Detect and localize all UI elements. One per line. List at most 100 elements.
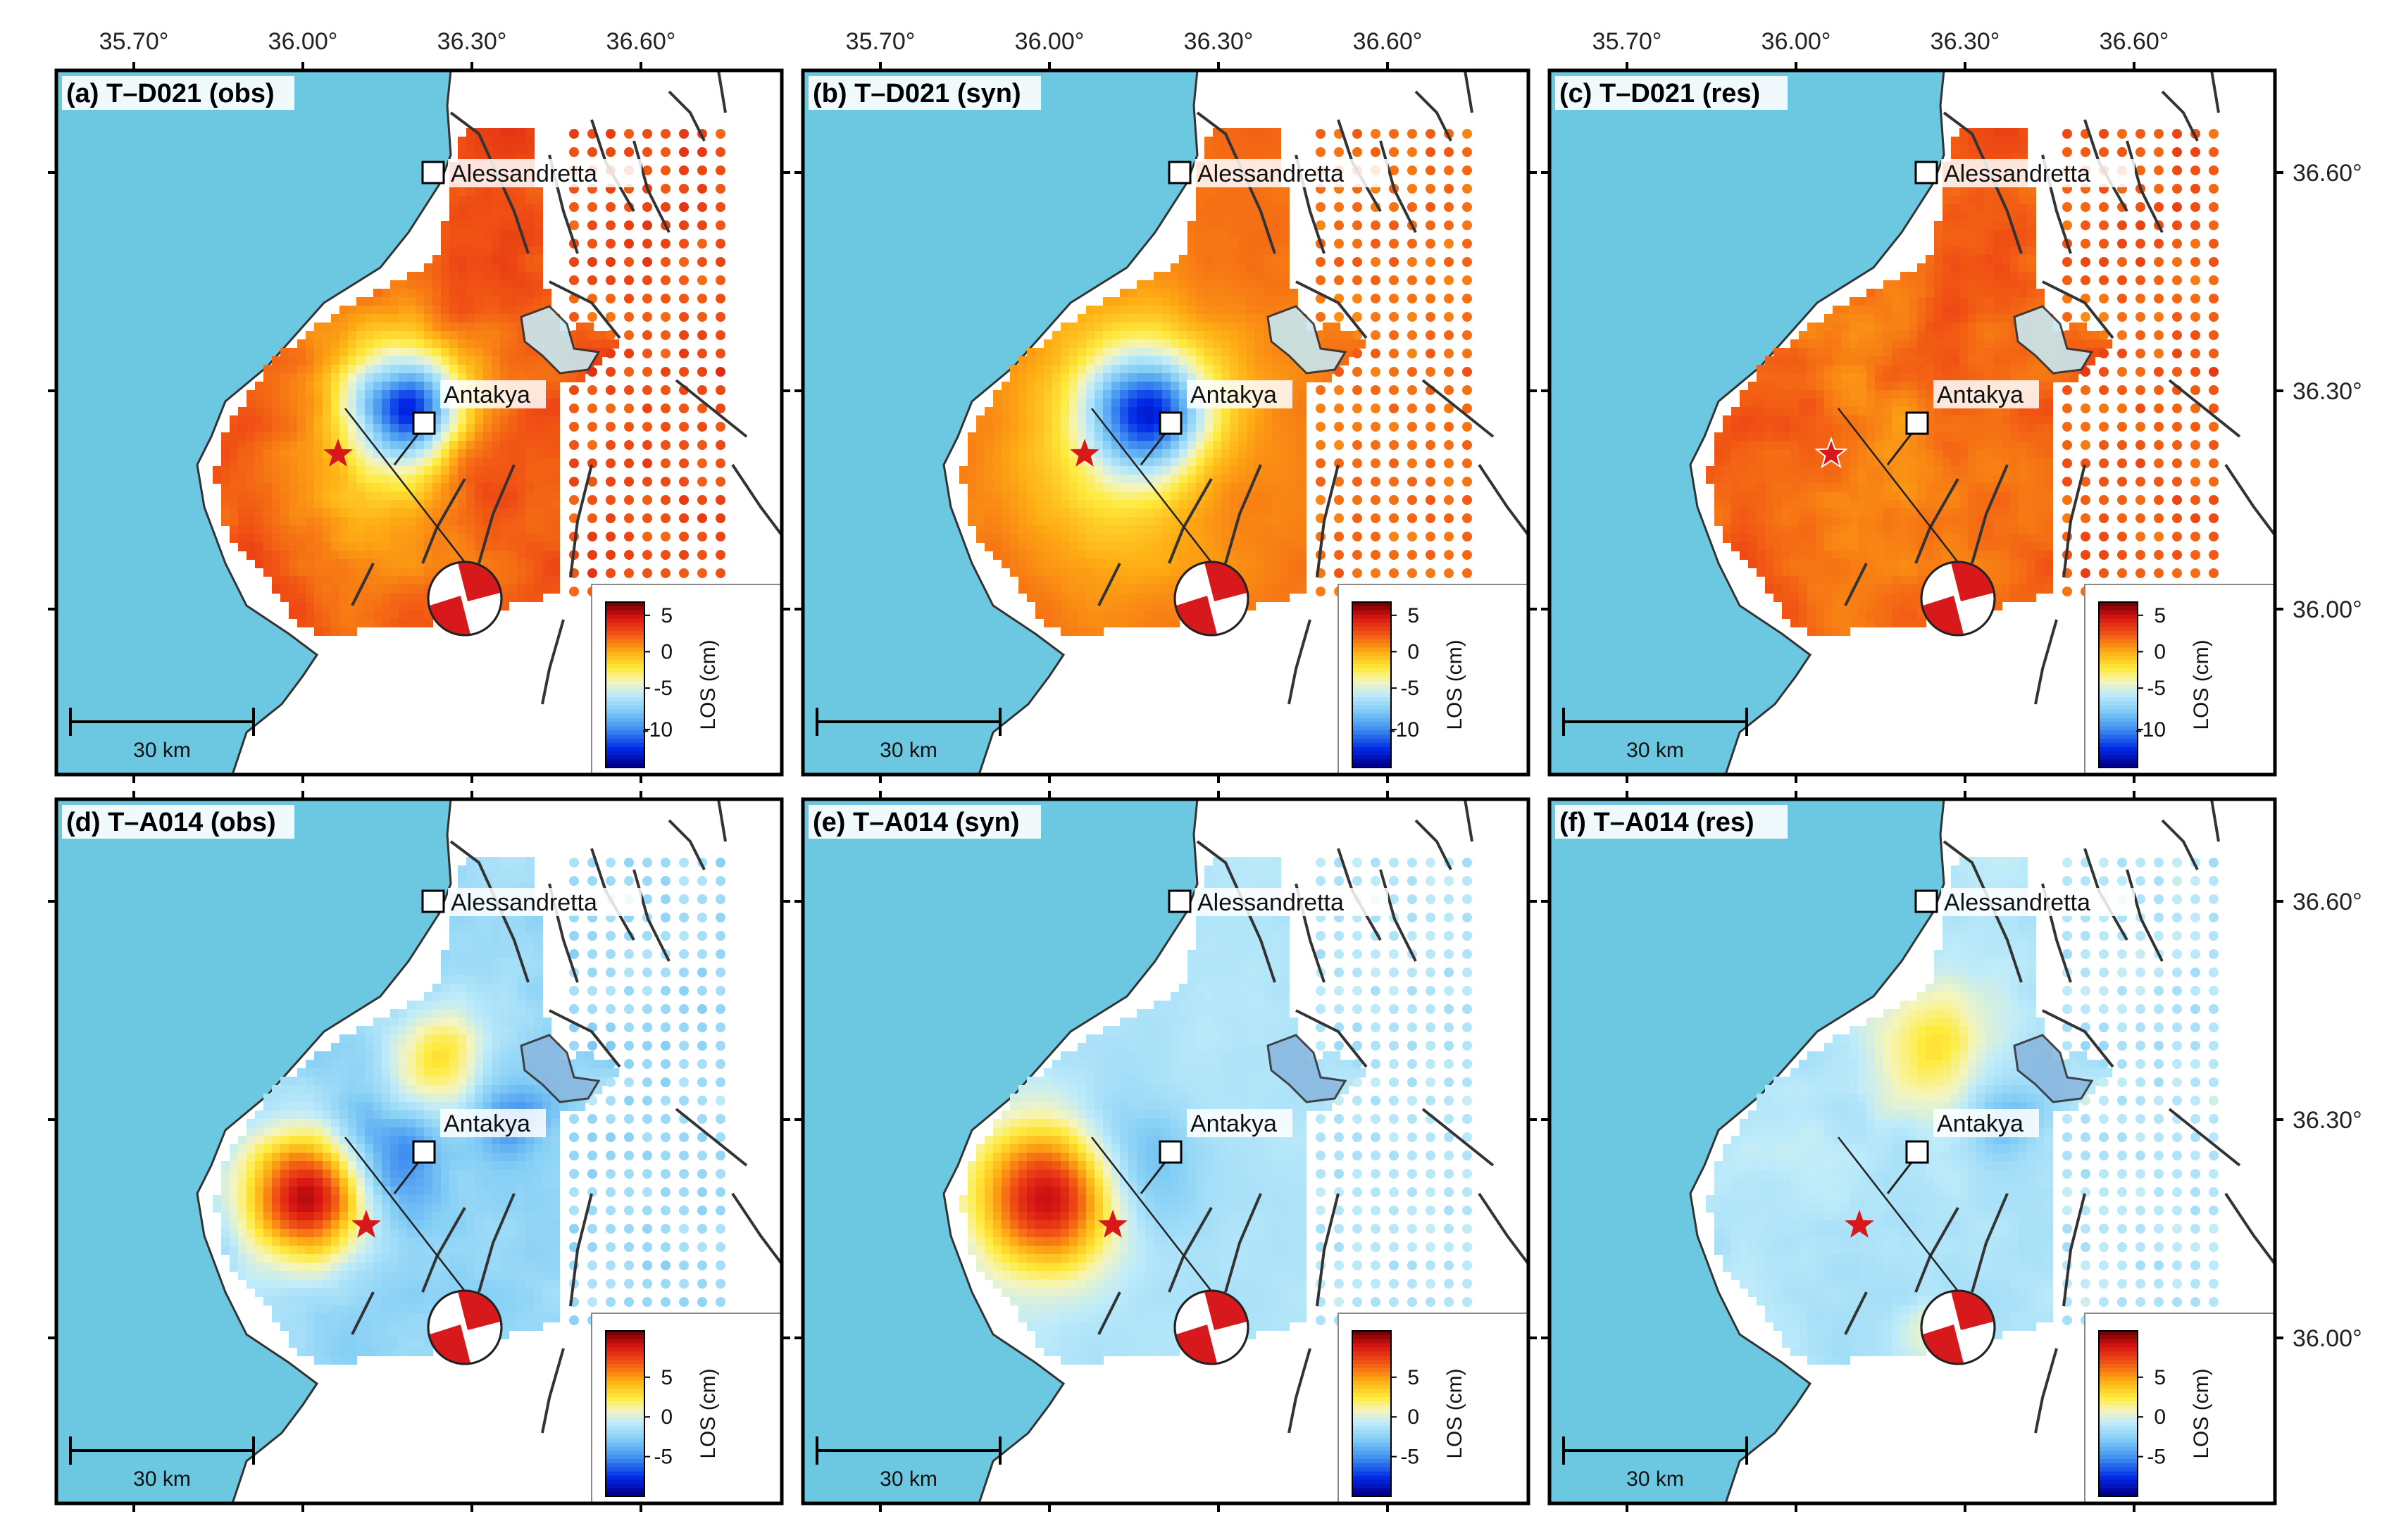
insar-pixel (1128, 365, 1137, 374)
insar-sparse-point (1426, 165, 1435, 175)
insar-pixel (1850, 475, 1859, 484)
insar-pixel (500, 213, 509, 222)
insar-pixel (1171, 306, 1180, 315)
insar-pixel (2095, 339, 2104, 349)
insar-pixel (331, 475, 340, 484)
insar-pixel (1782, 483, 1791, 492)
insar-pixel (576, 373, 585, 382)
insar-pixel (1272, 483, 1281, 492)
insar-pixel (1280, 373, 1290, 382)
insar-pixel (1052, 500, 1061, 509)
insar-pixel (1196, 407, 1205, 416)
insar-sparse-point (1407, 422, 1417, 432)
insar-sparse-point (642, 458, 652, 468)
insar-pixel (1230, 432, 1239, 442)
insar-pixel (449, 339, 459, 349)
insar-pixel (1035, 475, 1045, 484)
insar-pixel (1145, 542, 1154, 551)
insar-pixel (509, 255, 518, 264)
insar-pixel (1850, 466, 1859, 475)
insar-pixel (1196, 466, 1205, 475)
insar-pixel (1187, 314, 1197, 323)
insar-pixel (542, 415, 551, 425)
insar-pixel (1027, 373, 1036, 382)
insar-pixel (1095, 399, 1104, 408)
insar-pixel (2010, 145, 2019, 154)
insar-sparse-point (1426, 220, 1435, 230)
insar-pixel (314, 458, 323, 467)
insar-pixel (1773, 466, 1783, 475)
insar-pixel (1934, 475, 1943, 484)
insar-pixel (1120, 415, 1129, 425)
insar-pixel (551, 576, 560, 585)
insar-pixel (331, 627, 340, 636)
insar-pixel (1221, 323, 1230, 332)
insar-pixel (1866, 466, 1876, 475)
insar-pixel (1833, 382, 1842, 391)
insar-pixel (1858, 415, 1867, 425)
insar-pixel (475, 323, 484, 332)
insar-pixel (1052, 475, 1061, 484)
insar-pixel (1807, 415, 1816, 425)
insar-pixel (1078, 373, 1087, 382)
insar-pixel (534, 415, 543, 425)
insar-pixel (1900, 339, 1909, 349)
insar-pixel (1757, 399, 1766, 408)
insar-pixel (1044, 492, 1053, 501)
insar-pixel (517, 280, 526, 289)
insar-pixel (1002, 458, 1011, 467)
insar-pixel (1145, 424, 1154, 433)
insar-pixel (1052, 458, 1061, 467)
insar-pixel (407, 373, 416, 382)
insar-pixel (1255, 584, 1264, 594)
insar-pixel (1221, 466, 1230, 475)
insar-pixel (1985, 272, 1994, 281)
insar-pixel (1111, 390, 1121, 399)
insar-pixel (1061, 323, 1070, 332)
insar-pixel (1162, 568, 1171, 577)
insar-pixel (1833, 339, 1842, 349)
insar-pixel (382, 466, 391, 475)
insar-pixel (1086, 331, 1095, 340)
insar-sparse-point (1407, 477, 1417, 487)
insar-pixel (1171, 508, 1180, 518)
insar-pixel (424, 458, 433, 467)
insar-pixel (390, 373, 399, 382)
insar-pixel (1959, 466, 1969, 475)
insar-sparse-point (679, 312, 689, 322)
insar-pixel (1951, 331, 1960, 340)
insar-pixel (365, 356, 374, 365)
insar-pixel (1111, 618, 1121, 627)
insar-pixel (247, 551, 256, 560)
insar-pixel (1086, 415, 1095, 425)
insar-pixel (1187, 441, 1197, 450)
insar-pixel (483, 213, 492, 222)
insar-pixel (1909, 331, 1918, 340)
insar-pixel (492, 255, 501, 264)
insar-pixel (1909, 272, 1918, 281)
insar-pixel (1221, 263, 1230, 273)
insar-pixel (348, 542, 357, 551)
fault-trace (1097, 563, 1121, 606)
insar-pixel (1103, 314, 1112, 323)
insar-pixel (238, 407, 247, 416)
insar-sparse-point (1371, 477, 1380, 487)
insar-pixel (1289, 492, 1298, 501)
insar-pixel (1943, 196, 1952, 205)
fault-trace (1295, 280, 1368, 339)
insar-pixel (1782, 407, 1791, 416)
insar-pixel (314, 568, 323, 577)
insar-pixel (238, 466, 247, 475)
insar-pixel (416, 568, 425, 577)
insar-pixel (517, 432, 526, 442)
insar-pixel (1773, 382, 1783, 391)
insar-pixel (2027, 365, 2036, 374)
insar-sparse-point (1462, 458, 1472, 468)
insar-sparse-point (624, 129, 634, 139)
insar-pixel (1926, 390, 1935, 399)
insar-pixel (1297, 559, 1307, 568)
insar-sparse-point (642, 312, 652, 322)
insar-pixel (373, 508, 382, 518)
insar-sparse-point (1462, 220, 1472, 230)
insar-pixel (458, 348, 467, 357)
